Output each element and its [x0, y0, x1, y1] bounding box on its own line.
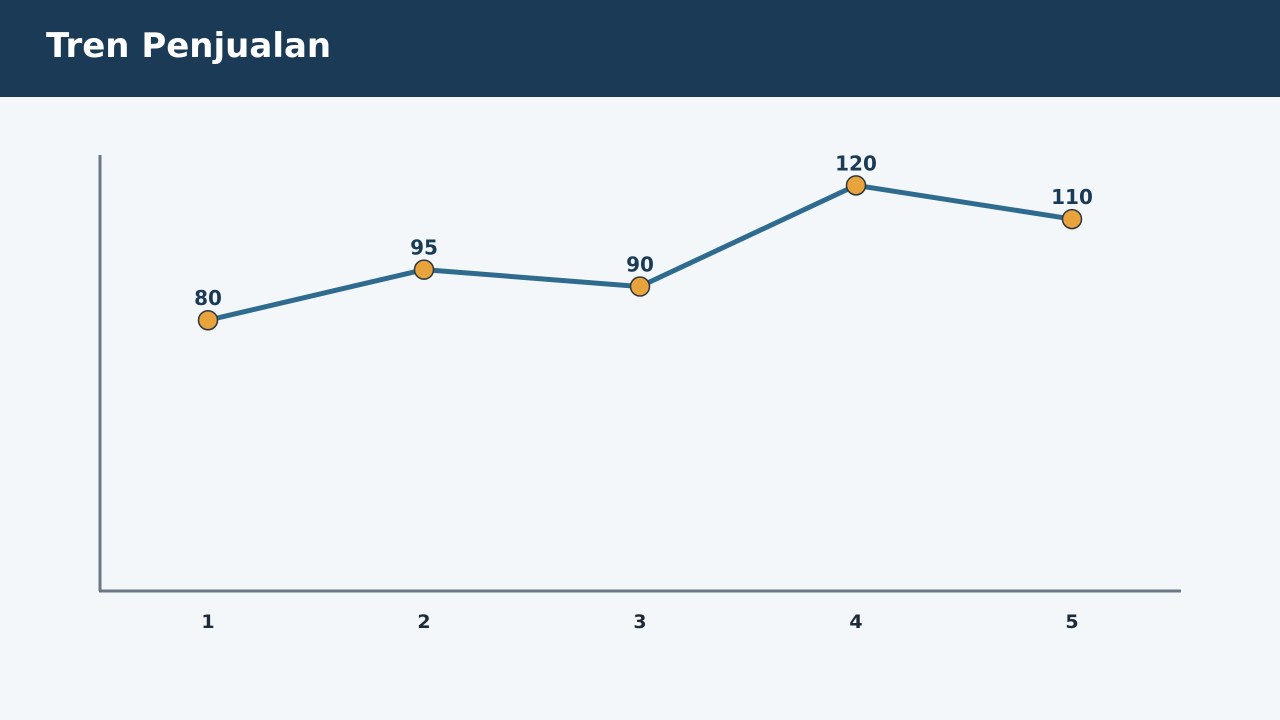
- header: Tren Penjualan: [0, 0, 1280, 97]
- x-tick-label: 5: [1065, 611, 1078, 633]
- data-label: 80: [194, 286, 222, 310]
- x-tick-label: 2: [417, 611, 430, 633]
- marker: [1061, 208, 1083, 230]
- x-tick-label: 1: [201, 611, 214, 633]
- data-label: 110: [1051, 185, 1093, 209]
- chart-title: Tren Penjualan: [46, 26, 332, 66]
- chart: 1 2 3 4 5 80 95 90 120 110: [98, 151, 1181, 633]
- x-tick-label: 4: [849, 611, 862, 633]
- data-label: 120: [835, 151, 877, 175]
- marker: [413, 259, 435, 280]
- marker: [845, 175, 867, 196]
- x-tick-label: 3: [633, 611, 646, 633]
- data-label: 90: [626, 253, 654, 277]
- data-label: 95: [410, 236, 438, 260]
- marker: [629, 276, 651, 297]
- marker: [197, 309, 219, 331]
